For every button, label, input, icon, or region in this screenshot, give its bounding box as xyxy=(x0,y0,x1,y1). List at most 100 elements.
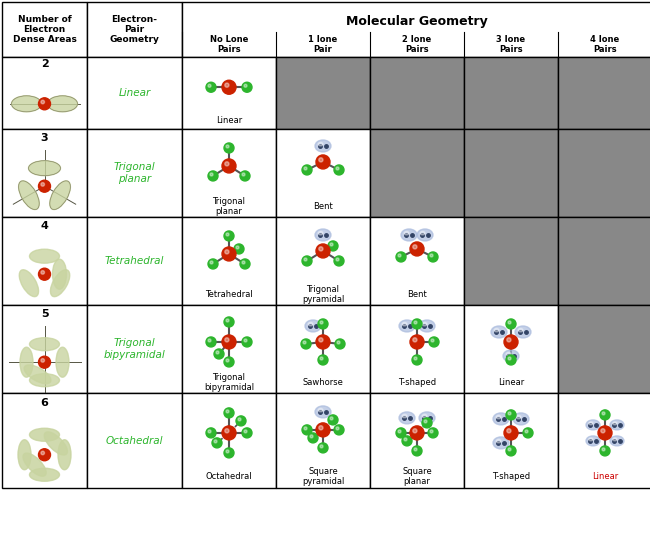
Circle shape xyxy=(402,436,412,446)
Circle shape xyxy=(525,430,528,433)
Text: Tetrahedral: Tetrahedral xyxy=(105,256,164,266)
Circle shape xyxy=(226,359,229,362)
Text: Linear: Linear xyxy=(216,116,242,125)
Text: T-shaped: T-shaped xyxy=(398,378,436,387)
Ellipse shape xyxy=(613,438,617,441)
Circle shape xyxy=(208,339,211,342)
Circle shape xyxy=(318,247,323,251)
Circle shape xyxy=(244,84,247,87)
Ellipse shape xyxy=(53,259,66,289)
Text: Tetrahedral: Tetrahedral xyxy=(205,290,253,299)
Circle shape xyxy=(242,173,245,176)
Ellipse shape xyxy=(419,412,435,424)
Text: Square
pyramidal: Square pyramidal xyxy=(302,467,344,486)
Ellipse shape xyxy=(422,414,427,418)
Circle shape xyxy=(412,319,422,329)
Circle shape xyxy=(222,80,236,94)
Circle shape xyxy=(318,338,323,342)
Text: 5: 5 xyxy=(41,309,48,319)
Circle shape xyxy=(429,337,439,347)
Ellipse shape xyxy=(518,328,523,332)
Circle shape xyxy=(212,438,222,448)
Circle shape xyxy=(304,167,307,170)
Ellipse shape xyxy=(51,270,70,297)
Ellipse shape xyxy=(318,408,323,412)
Circle shape xyxy=(600,410,610,420)
Bar xyxy=(2,393,87,488)
Text: 6: 6 xyxy=(40,398,49,408)
Circle shape xyxy=(404,438,407,441)
Circle shape xyxy=(234,244,244,254)
Circle shape xyxy=(224,143,234,153)
Circle shape xyxy=(428,428,438,438)
Circle shape xyxy=(316,155,330,169)
Bar xyxy=(182,393,276,488)
Text: Sawhorse: Sawhorse xyxy=(302,378,343,387)
Ellipse shape xyxy=(58,440,71,470)
Ellipse shape xyxy=(586,420,600,430)
Circle shape xyxy=(225,161,229,166)
Circle shape xyxy=(214,349,224,359)
Bar xyxy=(2,2,87,57)
Circle shape xyxy=(225,338,229,342)
Ellipse shape xyxy=(496,439,501,443)
Circle shape xyxy=(38,449,51,461)
Circle shape xyxy=(413,429,417,433)
Circle shape xyxy=(336,258,339,261)
Circle shape xyxy=(236,246,239,249)
Circle shape xyxy=(301,339,311,349)
Circle shape xyxy=(41,271,44,274)
Circle shape xyxy=(410,242,424,256)
Circle shape xyxy=(430,254,433,257)
Ellipse shape xyxy=(419,320,435,332)
Circle shape xyxy=(602,412,605,415)
Text: Trigonal
pyramidal: Trigonal pyramidal xyxy=(302,285,344,304)
Circle shape xyxy=(225,429,229,433)
Ellipse shape xyxy=(29,249,60,263)
Circle shape xyxy=(302,425,312,435)
Ellipse shape xyxy=(19,181,39,209)
Ellipse shape xyxy=(18,440,31,470)
Circle shape xyxy=(337,341,340,344)
Circle shape xyxy=(240,171,250,181)
Circle shape xyxy=(334,256,344,266)
Circle shape xyxy=(41,100,44,104)
Circle shape xyxy=(38,98,51,110)
Circle shape xyxy=(508,448,511,451)
Circle shape xyxy=(224,231,234,241)
Text: 3: 3 xyxy=(41,133,48,143)
Bar xyxy=(2,129,87,217)
Circle shape xyxy=(413,338,417,342)
Ellipse shape xyxy=(20,270,38,297)
Circle shape xyxy=(38,268,51,280)
Ellipse shape xyxy=(29,469,60,481)
Ellipse shape xyxy=(29,338,60,351)
Circle shape xyxy=(318,158,323,162)
Circle shape xyxy=(507,429,511,433)
Circle shape xyxy=(318,319,328,329)
Bar xyxy=(276,393,370,488)
Ellipse shape xyxy=(50,181,70,209)
Text: Linear: Linear xyxy=(498,378,524,387)
Circle shape xyxy=(320,357,323,360)
Ellipse shape xyxy=(589,438,593,441)
Bar xyxy=(370,305,464,393)
Text: 4: 4 xyxy=(40,221,49,231)
Circle shape xyxy=(334,165,344,175)
Text: 3 lone
Pairs: 3 lone Pairs xyxy=(497,35,526,54)
Bar xyxy=(182,129,276,217)
Bar xyxy=(276,129,370,217)
Circle shape xyxy=(304,258,307,261)
Circle shape xyxy=(208,259,218,269)
Ellipse shape xyxy=(404,231,409,235)
Text: Electron-
Pair
Geometry: Electron- Pair Geometry xyxy=(110,14,159,44)
Bar xyxy=(276,217,370,305)
Bar xyxy=(182,305,276,393)
Text: Octahedral: Octahedral xyxy=(205,472,252,481)
Ellipse shape xyxy=(20,347,33,377)
Text: Linear: Linear xyxy=(118,88,151,98)
Circle shape xyxy=(336,427,339,430)
Circle shape xyxy=(424,420,427,423)
Circle shape xyxy=(210,261,213,264)
Circle shape xyxy=(508,321,511,324)
